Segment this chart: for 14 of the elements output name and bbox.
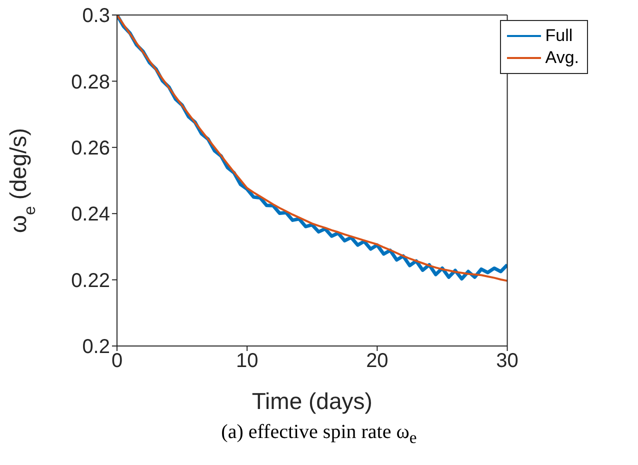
y-tick-label: 0.2 <box>82 336 110 358</box>
legend-label: Full <box>545 26 573 46</box>
x-axis-title: Time (days) <box>252 388 372 414</box>
x-tick-label: 10 <box>236 350 258 372</box>
x-tick-label: 20 <box>366 350 388 372</box>
y-tick-label: 0.24 <box>71 204 110 226</box>
text: (a) effective spin rate ω$_{e}$ <box>220 421 418 448</box>
y-tick-label: 0.22 <box>71 270 110 292</box>
y-tick-label: 0.28 <box>71 71 110 94</box>
y-tick-label: 0.26 <box>71 138 110 160</box>
y-tick-label: 0.3 <box>82 5 110 28</box>
legend-label: Avg. <box>545 48 579 68</box>
x-tick-label: 30 <box>496 350 518 372</box>
x-tick-label: 0 <box>111 350 123 372</box>
